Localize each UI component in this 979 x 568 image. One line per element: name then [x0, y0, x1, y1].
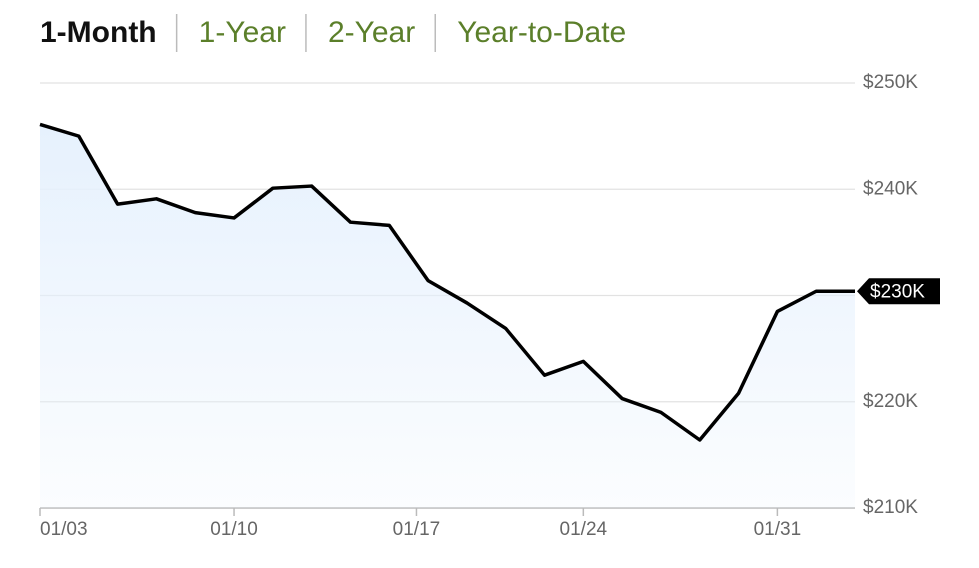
- x-tick-label: 01/10: [210, 519, 258, 540]
- x-tick-label: 01/24: [560, 519, 608, 540]
- y-tick-label: $240K: [863, 178, 918, 199]
- tab[interactable]: 1-Month: [40, 16, 157, 49]
- x-tick-label: 01/03: [40, 519, 88, 540]
- value-callout: [857, 278, 940, 305]
- line: [39, 122, 855, 442]
- area: [40, 124, 855, 508]
- x-tick-label: 01/17: [393, 519, 441, 540]
- value-label: $230K: [870, 281, 925, 302]
- tab[interactable]: 1-Year: [199, 16, 286, 49]
- y-tick-label: $220K: [863, 391, 918, 412]
- tabs: 1-Month 1-Year 2-Year Year-to-Date: [40, 14, 626, 52]
- y-tick-label: $210K: [863, 497, 918, 518]
- tab[interactable]: Year-to-Date: [457, 16, 626, 49]
- y-tick-label: $250K: [863, 72, 918, 93]
- x-tick-label: 01/31: [754, 519, 802, 540]
- tab[interactable]: 2-Year: [328, 16, 415, 49]
